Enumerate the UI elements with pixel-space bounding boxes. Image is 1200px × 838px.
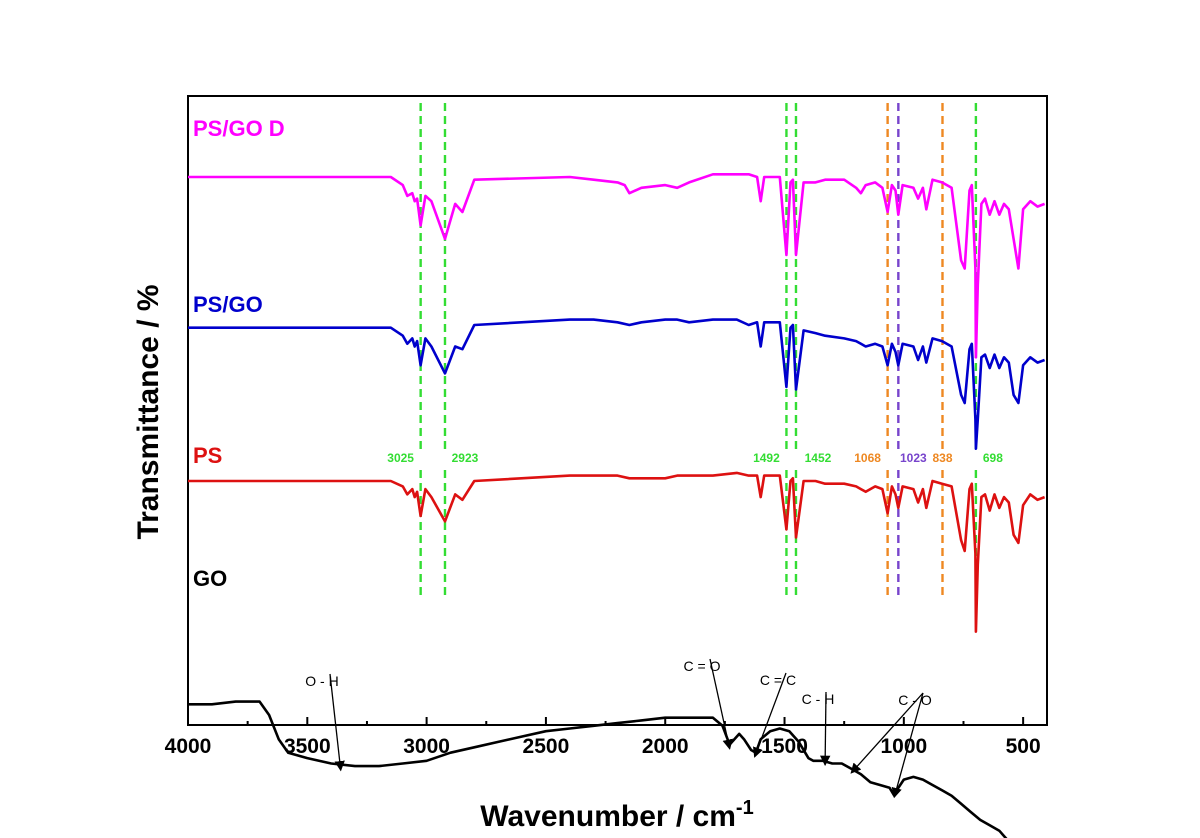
annotation-arrow-4	[850, 692, 924, 774]
annotation-arrow-0	[329, 673, 345, 772]
annotation-arrow-2	[753, 672, 787, 758]
annotation-arrow-5	[891, 692, 924, 799]
annotation-label-c-o: C = O	[684, 658, 721, 674]
x-axis-title-superscript: -1	[736, 797, 754, 819]
peak-label-1068: 1068	[854, 451, 881, 465]
y-axis-title: Transmittance / %	[132, 284, 165, 539]
reference-lines: 3025 2923 1492 1452 1068 1023 838 698	[387, 103, 1003, 598]
series-line-ps-go	[188, 318, 1046, 450]
annotation-arrow-3	[820, 691, 831, 767]
peak-label-1452: 1452	[805, 451, 832, 465]
peak-label-3025: 3025	[387, 451, 414, 465]
series-label-ps: PS	[193, 443, 222, 468]
peak-label-1492: 1492	[753, 451, 780, 465]
peak-label-1023: 1023	[900, 451, 927, 465]
annotation-label-o-h: O - H	[305, 673, 338, 689]
annotation-label-c-c: C = C	[760, 672, 796, 688]
x-tick-label-2500: 2500	[523, 735, 570, 758]
series-label-ps-go-d: PS/GO D	[193, 116, 285, 141]
x-axis-ticks: 4000 3500 3000 2500 2000 1500 1000 500	[165, 717, 1041, 758]
peak-label-698: 698	[983, 451, 1003, 465]
x-axis-title: Wavenumber / cm-1	[480, 797, 753, 833]
series-lines	[188, 173, 1046, 838]
peak-label-838: 838	[932, 451, 952, 465]
x-tick-label-4000: 4000	[165, 735, 212, 758]
x-tick-label-2000: 2000	[642, 735, 689, 758]
annotations: O - H C = O C = C C - H C - O	[305, 658, 932, 799]
x-tick-label-1000: 1000	[880, 735, 927, 758]
series-labels: PS/GO D PS/GO PS GO	[193, 116, 285, 591]
annotation-arrow-1	[709, 658, 733, 750]
annotation-label-c-o: C - O	[898, 692, 932, 708]
series-line-ps	[188, 471, 1046, 633]
series-line-ps-go-d	[188, 173, 1046, 359]
x-tick-label-3500: 3500	[284, 735, 331, 758]
x-tick-label-3000: 3000	[403, 735, 450, 758]
series-label-go: GO	[193, 566, 227, 591]
x-tick-label-500: 500	[1006, 735, 1041, 758]
plot-frame	[187, 95, 1048, 726]
peak-label-2923: 2923	[452, 451, 479, 465]
series-label-ps-go: PS/GO	[193, 292, 263, 317]
annotation-label-c-h: C - H	[802, 691, 835, 707]
x-tick-label-1500: 1500	[761, 735, 808, 758]
x-axis-title-text: Wavenumber / cm	[480, 800, 736, 833]
